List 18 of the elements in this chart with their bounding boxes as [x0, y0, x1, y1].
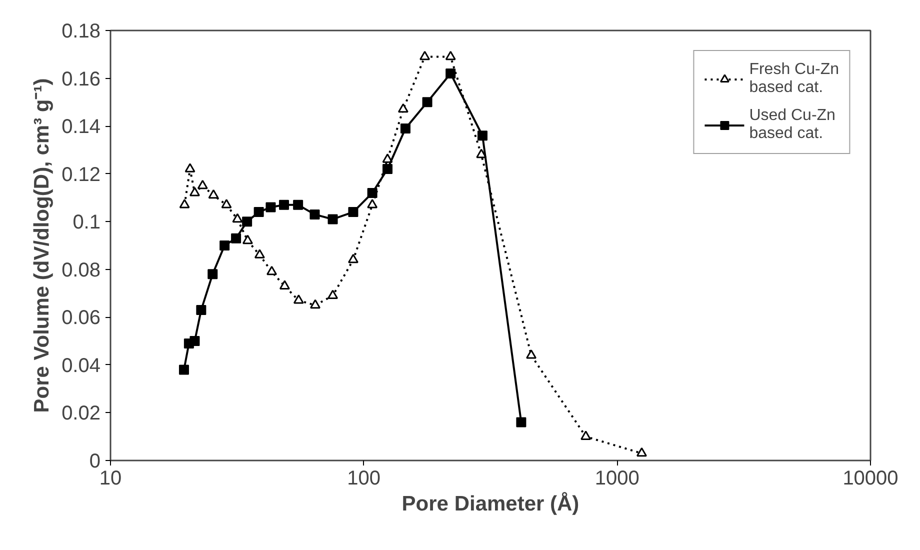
- y-tick-label: 0.16: [62, 68, 101, 90]
- x-axis-title: Pore Diameter (Å): [402, 492, 580, 516]
- legend-label: Used Cu-Zn based cat.: [749, 107, 836, 143]
- y-tick-label: 0.12: [62, 164, 101, 186]
- x-tick-label: 1000: [594, 468, 640, 490]
- y-tick-label: 0.18: [62, 20, 101, 42]
- x-tick-label: 100: [347, 468, 381, 490]
- y-tick-label: 0: [89, 450, 100, 472]
- y-tick-label: 0.08: [62, 259, 101, 282]
- x-tick-label: 10000: [842, 468, 898, 490]
- y-tick-label: 0.1: [72, 212, 101, 234]
- y-axis-title: Pore Volume (dV/dlog(D), cm³ g⁻¹): [30, 78, 54, 413]
- y-tick-label: 0.06: [62, 307, 101, 330]
- legend-label: Fresh Cu-Zn based cat.: [749, 61, 839, 97]
- y-tick-label: 0.14: [62, 116, 101, 138]
- y-tick-label: 0.02: [62, 402, 101, 425]
- y-tick-label: 0.04: [62, 354, 101, 377]
- x-tick-label: 10: [99, 468, 122, 490]
